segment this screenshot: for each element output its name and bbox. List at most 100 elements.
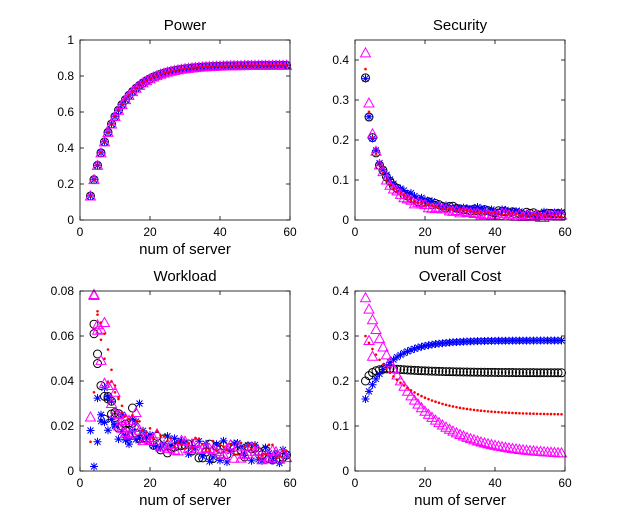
data-point-workload-dot: [113, 390, 117, 394]
data-point-power-dot: [155, 74, 159, 77]
x-axis-label-overall-cost: num of server: [414, 492, 506, 509]
data-point-workload-triangle: [193, 443, 205, 455]
data-point-workload-triangle: [123, 428, 135, 440]
data-point-security-dot: [378, 164, 381, 167]
data-point-overall-cost-triangle: [454, 428, 466, 439]
data-point-workload-triangle: [88, 289, 100, 300]
data-point-overall-cost-circle: [469, 367, 479, 377]
data-point-overall-cost-triangle: [475, 435, 487, 447]
data-point-workload-triangle: [252, 444, 265, 456]
x-tick-label: 0: [77, 476, 84, 490]
data-point-overall-cost-triangle: [496, 440, 508, 452]
data-point-workload-star: [149, 441, 158, 450]
data-point-overall-cost-triangle: [366, 313, 379, 325]
data-point-workload-dot: [113, 384, 117, 387]
x-tick-label: 20: [418, 225, 432, 239]
data-point-overall-cost-triangle: [363, 303, 375, 314]
data-point-workload-dot: [285, 449, 288, 453]
data-point-security-triangle: [454, 206, 466, 218]
data-point-power-dot: [106, 131, 110, 134]
data-point-power-dot: [208, 65, 211, 68]
data-point-workload-triangle: [95, 354, 107, 365]
data-point-workload-dot: [162, 435, 166, 438]
x-tick-label: 60: [558, 225, 572, 239]
data-point-security-triangle: [377, 165, 389, 177]
data-point-workload-dot: [131, 414, 134, 417]
data-point-overall-cost-circle: [546, 368, 556, 378]
data-point-overall-cost-triangle: [471, 434, 484, 446]
data-point-overall-cost-triangle: [384, 356, 396, 367]
data-point-power-triangle: [112, 104, 125, 115]
data-point-security-star: [463, 204, 471, 213]
data-point-workload-triangle: [249, 445, 261, 456]
data-point-workload-triangle: [105, 397, 118, 408]
data-point-overall-cost-star: [400, 349, 408, 358]
data-point-workload-triangle: [231, 440, 244, 452]
data-point-power-dot: [173, 69, 176, 72]
data-point-workload-star: [202, 439, 210, 448]
data-point-overall-cost-dot: [423, 396, 427, 399]
data-point-overall-cost-triangle: [492, 440, 505, 451]
data-point-overall-cost-circle: [539, 368, 549, 378]
data-point-overall-cost-dot: [518, 411, 521, 415]
data-point-workload-dot: [106, 381, 110, 384]
data-point-power-dot: [278, 63, 281, 67]
data-point-workload-star: [163, 432, 172, 441]
data-point-workload-circle: [93, 349, 102, 359]
y-tick-label: 0.1: [332, 419, 349, 433]
data-point-workload-star: [219, 436, 228, 445]
data-point-workload-dot: [152, 436, 155, 440]
data-point-overall-cost-star: [389, 355, 398, 364]
data-point-workload-triangle: [263, 452, 275, 464]
data-point-workload-star: [135, 399, 144, 408]
data-point-overall-cost-triangle: [359, 291, 372, 303]
data-point-security-star: [417, 193, 426, 202]
data-point-security-dot: [511, 211, 514, 215]
data-point-power-dot: [141, 81, 145, 85]
data-point-overall-cost-circle: [536, 368, 545, 378]
data-point-power-dot: [250, 64, 253, 67]
data-point-overall-cost-circle: [438, 366, 447, 376]
data-point-workload-dot: [260, 454, 264, 457]
data-point-security-dot: [539, 212, 542, 216]
data-point-workload-triangle: [144, 434, 156, 446]
data-point-overall-cost-dot: [455, 405, 458, 409]
data-point-workload-dot: [218, 443, 222, 447]
data-point-workload-dot: [222, 445, 225, 448]
data-point-workload-dot: [159, 434, 162, 437]
data-point-security-triangle: [464, 206, 477, 217]
data-point-workload-triangle: [116, 422, 128, 433]
data-point-power-dot: [215, 64, 218, 68]
data-point-workload-triangle: [84, 410, 97, 422]
data-point-workload-star: [205, 457, 214, 466]
data-point-security-dot: [395, 189, 399, 193]
data-point-power-triangle: [109, 110, 121, 122]
data-point-security-dot: [423, 204, 427, 207]
data-point-overall-cost-triangle: [450, 426, 463, 438]
data-point-security-star: [400, 186, 408, 195]
x-tick-label: 40: [488, 225, 502, 239]
data-point-security-dot: [560, 215, 563, 219]
data-point-overall-cost-dot: [420, 394, 423, 398]
data-point-workload-star: [247, 456, 256, 465]
data-point-power-dot: [152, 75, 155, 79]
data-point-overall-cost-star: [368, 380, 377, 389]
data-point-security-star: [459, 203, 468, 212]
data-point-overall-cost-triangle: [426, 411, 438, 422]
data-point-workload-dot: [274, 457, 278, 460]
data-point-workload-star: [226, 447, 235, 456]
data-point-power-dot: [166, 70, 169, 74]
data-point-security-dot: [434, 205, 437, 209]
data-point-overall-cost-star: [375, 369, 384, 378]
data-point-power-dot: [274, 64, 278, 67]
data-point-workload-dot: [187, 442, 190, 445]
data-point-workload-triangle: [91, 318, 104, 330]
data-point-workload-dot: [180, 442, 183, 446]
plot-area-workload: [84, 288, 293, 471]
y-tick-label: 0: [342, 464, 349, 478]
data-point-workload-triangle: [245, 440, 258, 452]
data-point-power-dot: [229, 64, 232, 68]
data-point-workload-dot: [145, 430, 148, 434]
data-point-power-dot: [246, 64, 250, 67]
data-point-power-dot: [110, 122, 113, 126]
